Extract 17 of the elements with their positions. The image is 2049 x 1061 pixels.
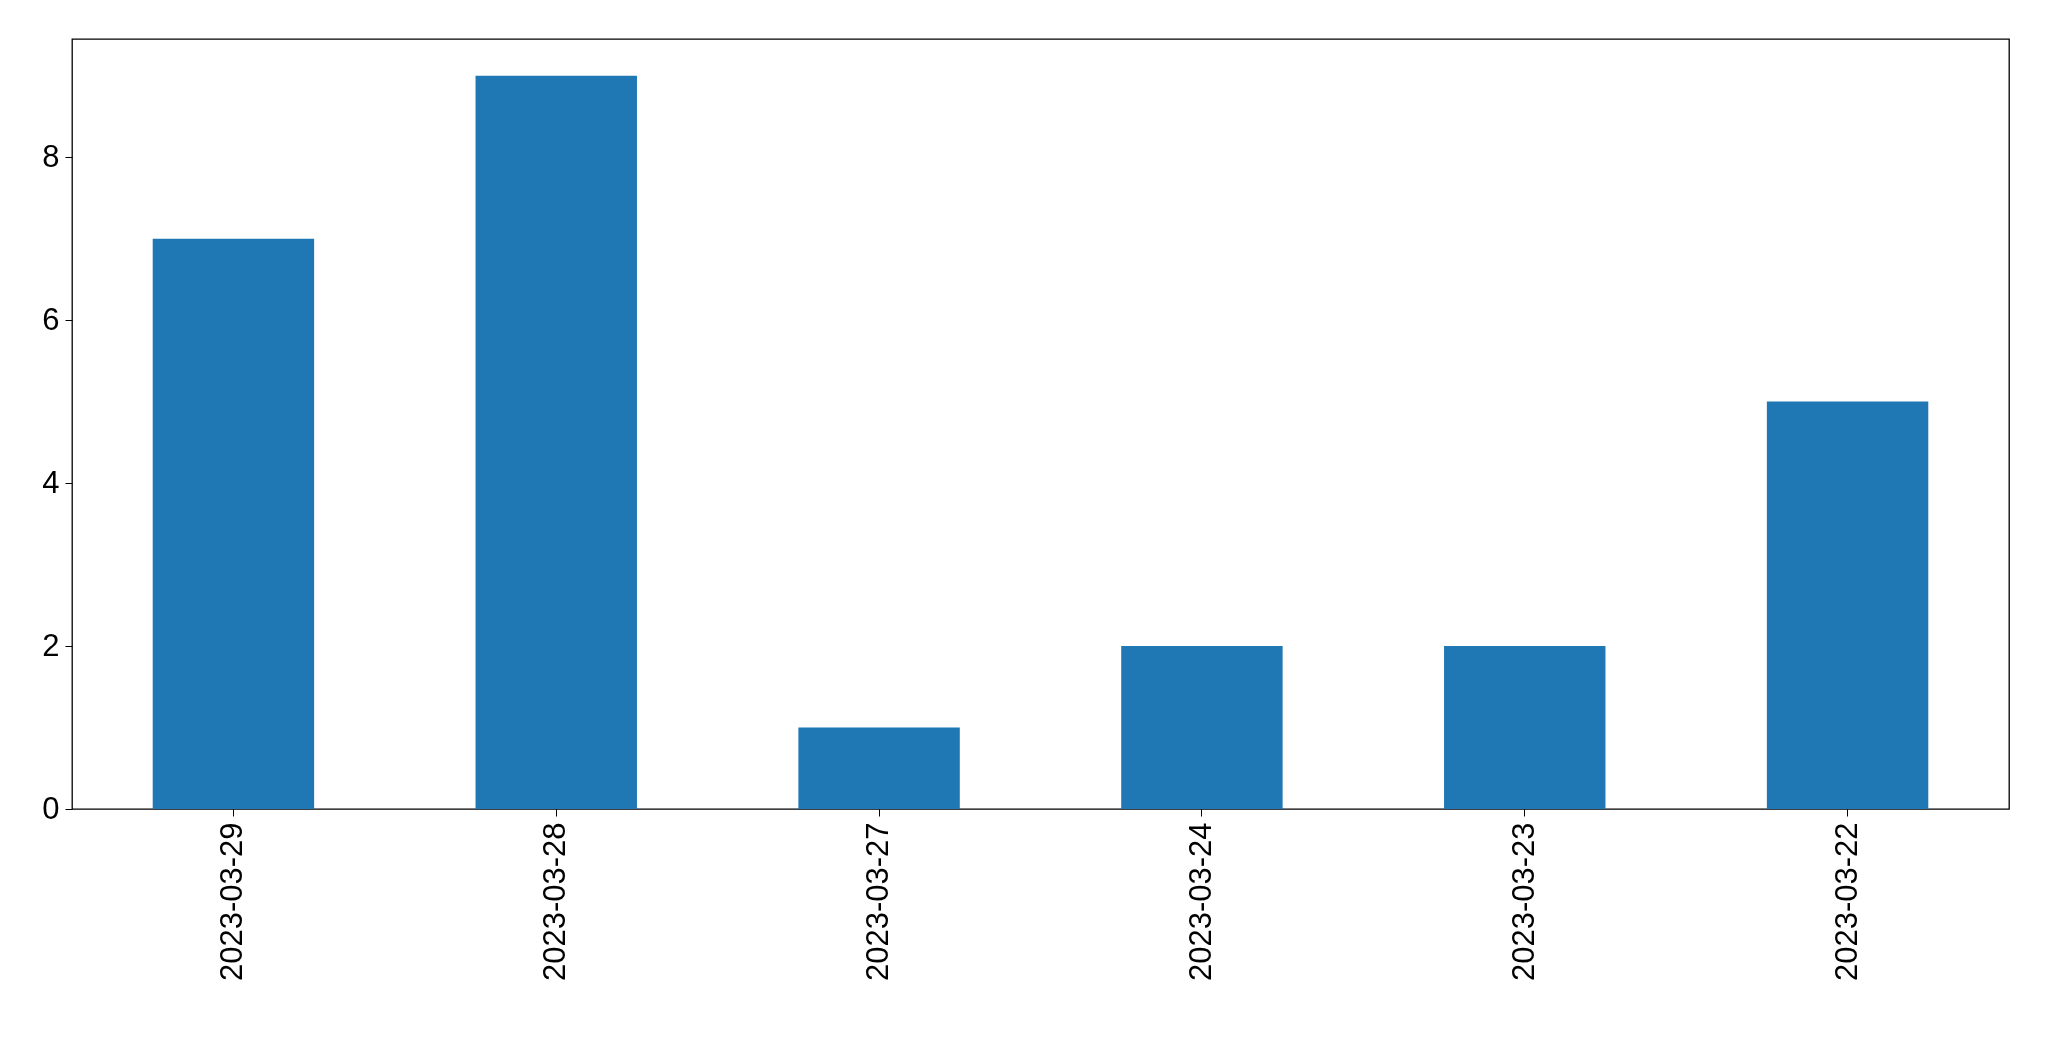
x-tick-label: 2023-03-28 — [537, 822, 573, 982]
y-tick-label: 8 — [42, 138, 60, 174]
y-tick-label: 6 — [42, 301, 60, 337]
bar — [1766, 401, 1929, 809]
x-tick-label: 2023-03-27 — [860, 822, 896, 982]
x-tick-label: 2023-03-22 — [1828, 822, 1864, 982]
x-tick-label: 2023-03-23 — [1505, 822, 1541, 982]
x-tick-label: 2023-03-29 — [214, 822, 250, 982]
x-tick-label: 2023-03-24 — [1182, 822, 1218, 982]
bar — [475, 75, 637, 809]
y-tick-label: 0 — [42, 790, 60, 826]
bar — [152, 238, 315, 809]
y-tick-label: 4 — [42, 464, 60, 500]
bar — [1444, 646, 1606, 809]
bar — [798, 727, 960, 809]
bar — [1121, 646, 1283, 809]
y-tick-label: 2 — [42, 627, 60, 663]
